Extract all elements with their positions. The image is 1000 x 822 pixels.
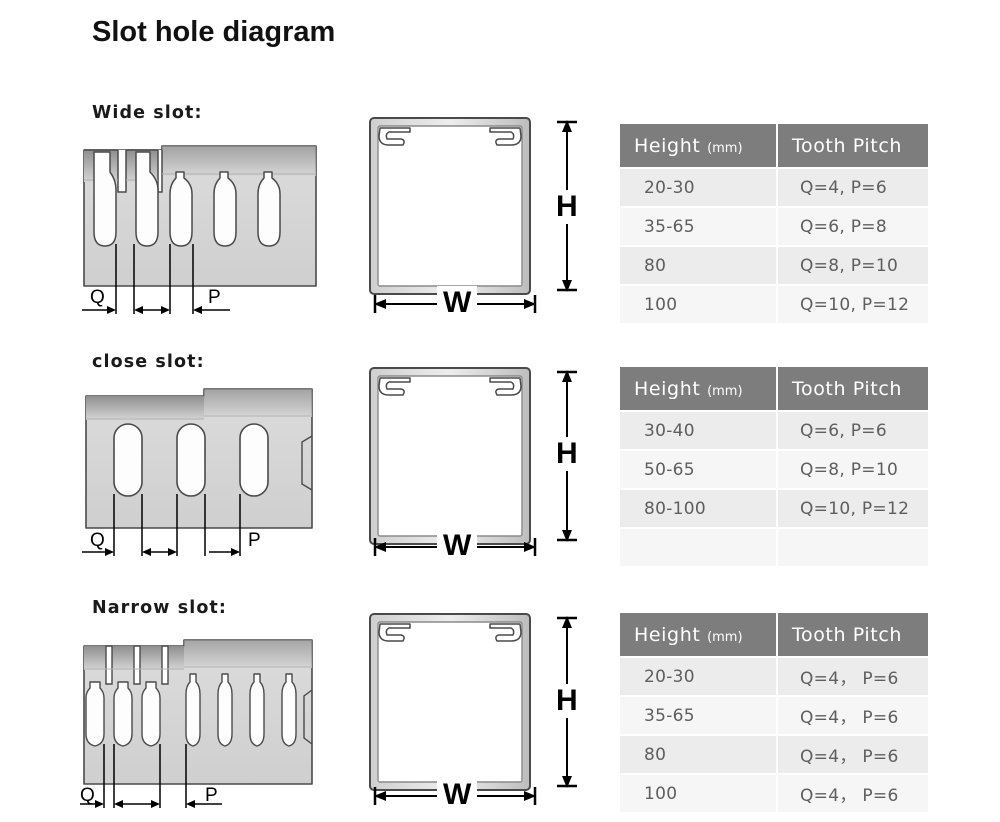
section-label-wide-slot: Wide slot: [92,103,203,123]
dimension-label-q-wide: Q [90,287,105,308]
dimension-label-p-close: P [248,530,261,551]
table-row: 80 Q=8, P=10 [620,247,928,284]
column-header-unit: (mm) [707,629,743,645]
cell-height: 35-65 [620,208,776,245]
table-row: 35-65 Q=6, P=8 [620,208,928,245]
dimension-label-p-narrow: P [205,785,218,806]
cell-height: 30-40 [620,412,776,449]
table-row: 80-100 Q=10, P=12 [620,490,928,527]
table-header-row: Height (mm) Tooth Pitch [620,367,928,410]
dimension-p-narrow [186,800,222,808]
slot-diagram-narrow [80,626,330,816]
dimension-extension-lines-wide [115,244,194,314]
cell-height: 35-65 [620,697,776,734]
column-header-pitch: Tooth Pitch [778,124,928,167]
section-label-narrow-slot: Narrow slot: [92,598,227,618]
table-row: 100 Q=10, P=12 [620,286,928,323]
column-header-pitch: Tooth Pitch [778,367,928,410]
cell-pitch: Q=4， P=6 [778,775,928,812]
dimension-q-wide [82,306,116,314]
cell-pitch: Q=4， P=6 [778,658,928,695]
cross-section-wide [365,112,545,312]
cell-pitch: Q=4， P=6 [778,697,928,734]
cell-height: 100 [620,775,776,812]
table-row: 100 Q=4， P=6 [620,775,928,812]
table-header-row: Height (mm) Tooth Pitch [620,124,928,167]
dimension-span-close [142,548,177,556]
column-header-height: Height (mm) [620,124,776,167]
dimension-extension-lines-close [113,494,241,556]
cross-section-narrow [365,608,545,808]
cell-height: 50-65 [620,451,776,488]
section-label-close-slot: close slot: [92,352,205,372]
table-row: 20-30 Q=4， P=6 [620,658,928,695]
cell-pitch: Q=4, P=6 [778,169,928,206]
snap-hook-right-icon [489,127,522,146]
cell-height [620,529,776,566]
table-row: 30-40 Q=6, P=6 [620,412,928,449]
column-header-height-text: Height [634,134,701,157]
snap-hook-right-icon [489,623,522,642]
cell-pitch: Q=4， P=6 [778,736,928,773]
table-row-empty [620,529,928,566]
cell-height: 20-30 [620,169,776,206]
snap-hook-left-icon [378,127,411,146]
spec-table-narrow: Height (mm) Tooth Pitch 20-30 Q=4， P=6 3… [618,611,930,814]
column-header-pitch: Tooth Pitch [778,613,928,656]
cell-height: 20-30 [620,658,776,695]
slot-diagram-wide [80,136,330,326]
cell-height: 100 [620,286,776,323]
dimension-label-h-wide: H [553,190,581,224]
dimension-span-wide [134,306,170,314]
dimension-label-p-wide: P [208,287,221,308]
table-header-row: Height (mm) Tooth Pitch [620,613,928,656]
cell-pitch: Q=8, P=10 [778,247,928,284]
dimension-q-close [82,548,114,556]
dimension-label-h-close: H [553,437,581,471]
column-header-unit: (mm) [707,140,743,156]
dimension-label-h-narrow: H [553,684,581,718]
cell-pitch: Q=8, P=10 [778,451,928,488]
dimension-p-close [209,548,240,556]
spec-table-wide: Height (mm) Tooth Pitch 20-30 Q=4, P=6 3… [618,122,930,325]
cell-pitch: Q=10, P=12 [778,286,928,323]
snap-hook-left-icon [378,623,411,642]
dimension-span-narrow [114,800,160,808]
table-row: 80 Q=4， P=6 [620,736,928,773]
duct-body-wide [83,145,317,287]
dimension-label-w-close: W [437,529,478,563]
dimension-q-narrow [80,800,104,808]
cell-pitch: Q=6, P=6 [778,412,928,449]
column-header-height-text: Height [634,623,701,646]
dimension-label-q-close: Q [90,530,105,551]
dimension-label-w-narrow: W [437,778,478,812]
cell-height: 80 [620,247,776,284]
table-row: 20-30 Q=4, P=6 [620,169,928,206]
snap-hook-right-icon [489,377,522,396]
cell-height: 80 [620,736,776,773]
slot-diagram-close [80,376,330,566]
table-row: 50-65 Q=8, P=10 [620,451,928,488]
cell-pitch [778,529,928,566]
spec-table-close: Height (mm) Tooth Pitch 30-40 Q=6, P=6 5… [618,365,930,568]
page-title: Slot hole diagram [92,16,336,48]
slot-openings-close [113,423,269,497]
column-header-unit: (mm) [707,383,743,399]
dimension-p-wide [193,306,230,314]
column-header-height: Height (mm) [620,613,776,656]
dimension-extension-lines-narrow [103,744,187,808]
cross-section-close [365,362,545,562]
column-header-height-text: Height [634,377,701,400]
cell-pitch: Q=6, P=8 [778,208,928,245]
column-header-height: Height (mm) [620,367,776,410]
cell-height: 80-100 [620,490,776,527]
cell-pitch: Q=10, P=12 [778,490,928,527]
snap-hook-left-icon [378,377,411,396]
dimension-label-w-wide: W [437,286,478,320]
slot-openings-narrow [85,673,297,747]
slot-openings-wide [93,151,281,247]
table-row: 35-65 Q=4， P=6 [620,697,928,734]
dimension-label-q-narrow: Q [80,785,95,806]
